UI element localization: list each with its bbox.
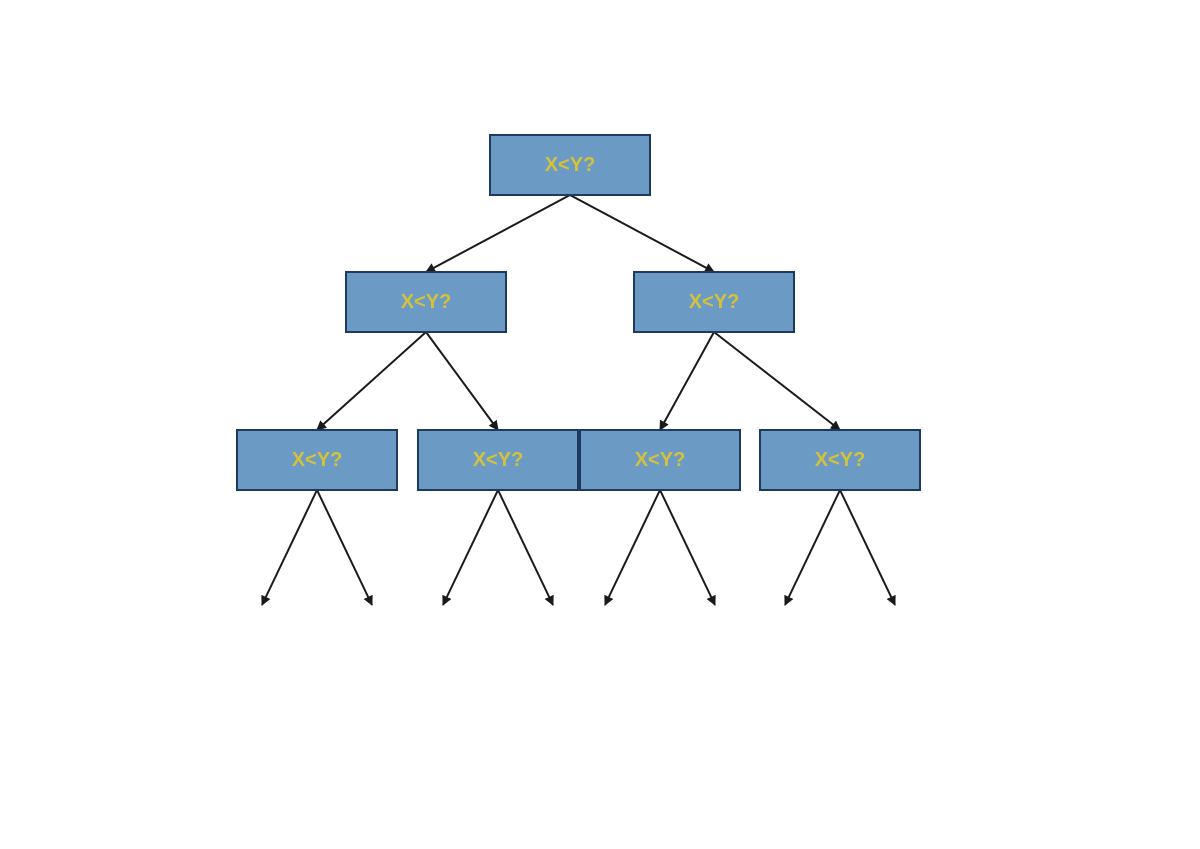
nodes-group: X<Y? X<Y? X<Y? X<Y? X<Y? X<Y? X<Y? xyxy=(237,135,920,490)
tree-node: X<Y? xyxy=(634,272,794,332)
tree-node: X<Y? xyxy=(346,272,506,332)
dangling-arrow xyxy=(660,490,715,605)
tree-edge xyxy=(660,332,714,430)
tree-node: X<Y? xyxy=(580,430,740,490)
tree-node-label: X<Y? xyxy=(815,449,866,471)
dangling-arrow xyxy=(443,490,498,605)
tree-edge xyxy=(317,332,426,430)
tree-node-label: X<Y? xyxy=(401,291,452,313)
dangling-arrow xyxy=(840,490,895,605)
tree-node-label: X<Y? xyxy=(292,449,343,471)
tree-node-label: X<Y? xyxy=(545,154,596,176)
tree-node: X<Y? xyxy=(237,430,397,490)
dangling-arrow xyxy=(498,490,553,605)
tree-edge xyxy=(426,195,570,272)
dangling-arrow xyxy=(262,490,317,605)
dangling-arrow xyxy=(605,490,660,605)
tree-edge xyxy=(714,332,840,430)
tree-node: X<Y? xyxy=(418,430,578,490)
decision-tree-diagram: X<Y? X<Y? X<Y? X<Y? X<Y? X<Y? X<Y? xyxy=(0,0,1200,849)
tree-node-label: X<Y? xyxy=(473,449,524,471)
tree-node: X<Y? xyxy=(760,430,920,490)
dangling-arrows-group xyxy=(262,490,895,605)
tree-node: X<Y? xyxy=(490,135,650,195)
dangling-arrow xyxy=(317,490,372,605)
tree-edge xyxy=(426,332,498,430)
tree-node-label: X<Y? xyxy=(689,291,740,313)
tree-node-label: X<Y? xyxy=(635,449,686,471)
tree-edge xyxy=(570,195,714,272)
dangling-arrow xyxy=(785,490,840,605)
